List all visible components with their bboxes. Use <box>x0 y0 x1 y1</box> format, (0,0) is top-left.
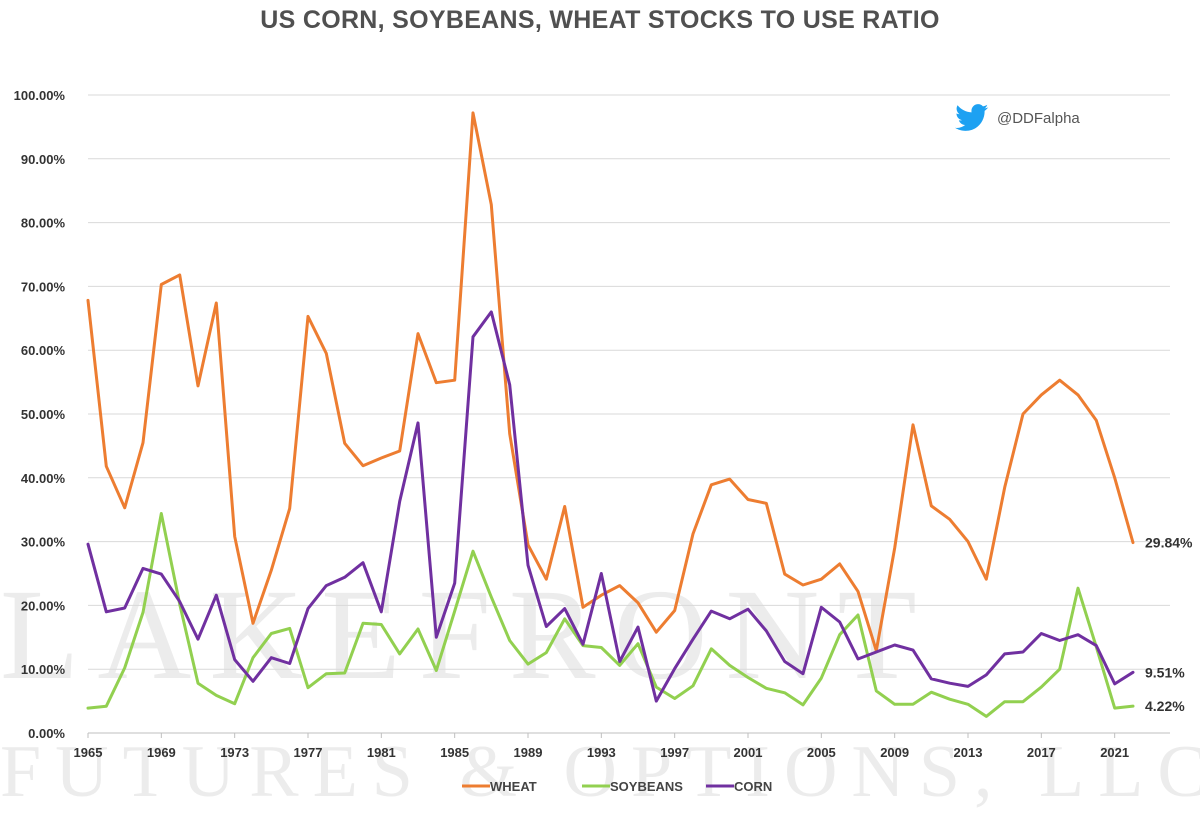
x-tick-label: 2001 <box>734 745 763 760</box>
x-tick-label: 1985 <box>440 745 469 760</box>
x-tick-label: 1989 <box>514 745 543 760</box>
x-tick-label: 2013 <box>954 745 983 760</box>
twitter-bird-icon <box>955 104 989 131</box>
series-line-soybeans <box>86 512 1135 718</box>
twitter-handle: @DDFalpha <box>997 109 1080 127</box>
legend-label-wheat: WHEAT <box>490 779 537 794</box>
y-tick-label: 40.00% <box>21 471 66 486</box>
x-tick-label: 1997 <box>660 745 689 760</box>
y-tick-label: 0.00% <box>28 726 65 741</box>
y-tick-label: 80.00% <box>21 216 66 231</box>
end-label-soybeans: 4.22% <box>1145 698 1185 714</box>
x-tick-label: 1973 <box>220 745 249 760</box>
legend-label-soybeans: SOYBEANS <box>610 779 683 794</box>
x-tick-label: 1993 <box>587 745 616 760</box>
legend-label-corn: CORN <box>734 779 772 794</box>
chart-title: US CORN, SOYBEANS, WHEAT STOCKS TO USE R… <box>260 6 940 34</box>
y-tick-label: 90.00% <box>21 152 66 167</box>
series-line-wheat <box>86 111 1135 653</box>
end-label-wheat: 29.84% <box>1145 535 1193 551</box>
series-line-corn <box>86 310 1135 703</box>
x-tick-label: 2021 <box>1100 745 1129 760</box>
x-tick-label: 2009 <box>880 745 909 760</box>
y-tick-label: 70.00% <box>21 279 66 294</box>
y-tick-label: 30.00% <box>21 535 66 550</box>
x-tick-label: 1977 <box>294 745 323 760</box>
y-tick-label: 10.00% <box>21 662 66 677</box>
x-tick-label: 1965 <box>74 745 103 760</box>
end-label-corn: 9.51% <box>1145 664 1185 680</box>
y-tick-label: 50.00% <box>21 407 66 422</box>
twitter-badge: @DDFalpha <box>955 104 1080 132</box>
y-tick-label: 60.00% <box>21 343 66 358</box>
x-tick-label: 2017 <box>1027 745 1056 760</box>
y-tick-label: 100.00% <box>14 88 66 103</box>
x-tick-label: 2005 <box>807 745 836 760</box>
x-tick-label: 1969 <box>147 745 176 760</box>
y-tick-label: 20.00% <box>21 598 66 613</box>
x-tick-label: 1981 <box>367 745 396 760</box>
